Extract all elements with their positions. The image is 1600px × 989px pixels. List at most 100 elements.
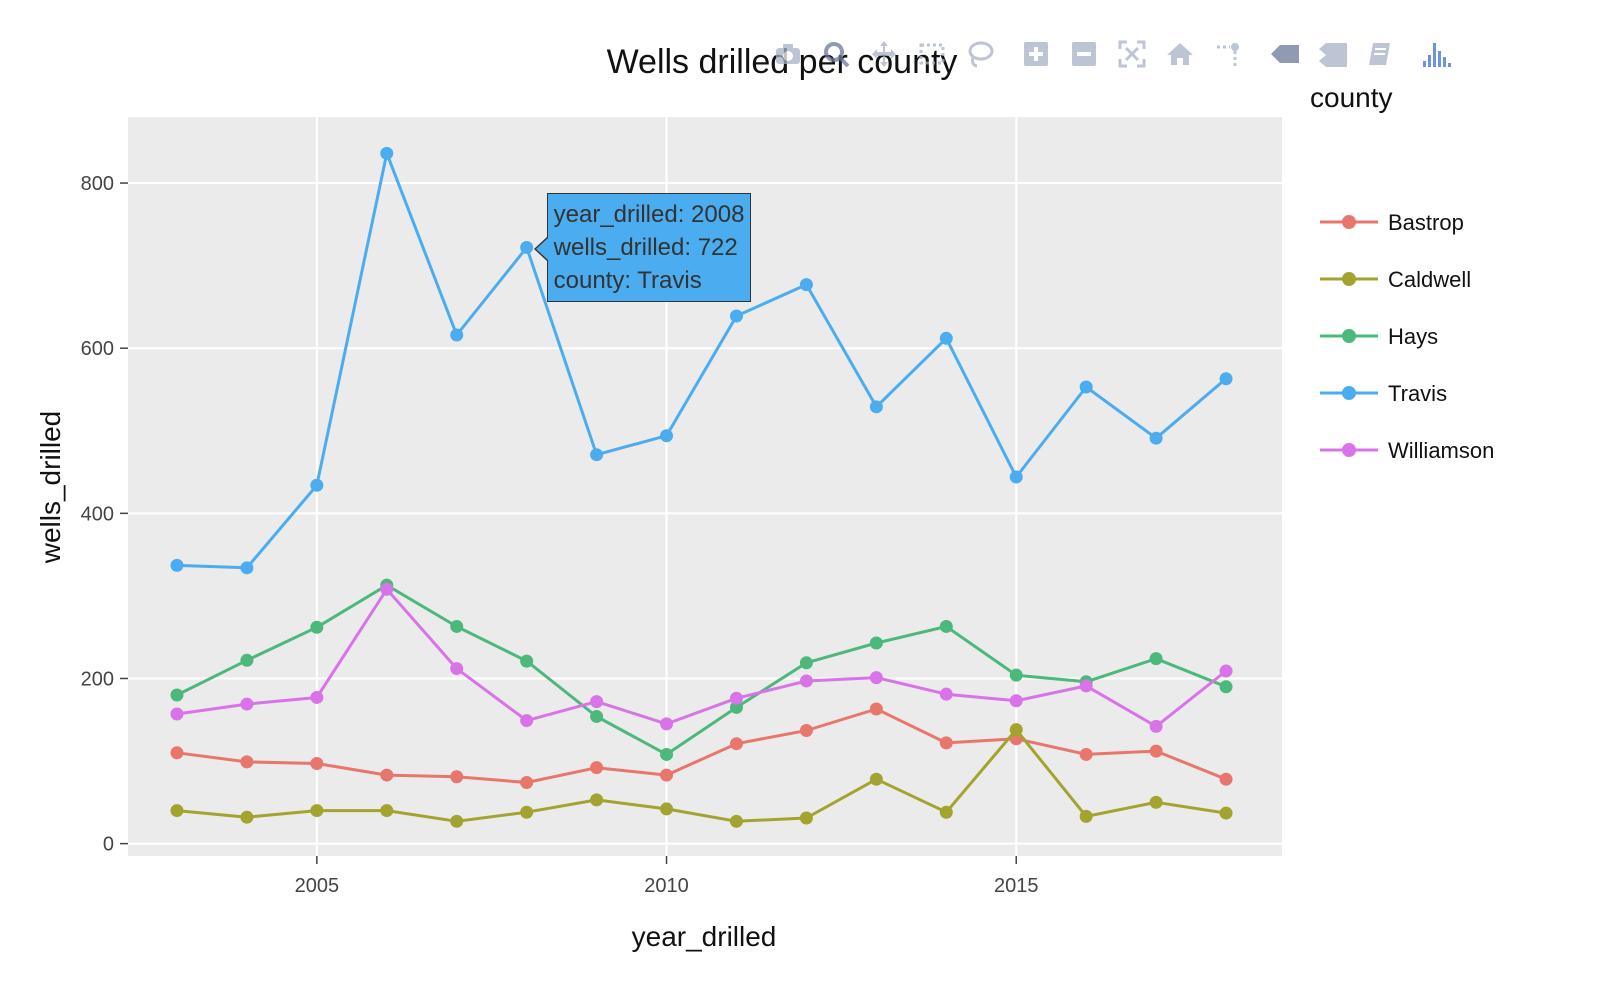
data-point-williamson[interactable] [590, 695, 604, 709]
data-point-caldwell[interactable] [380, 804, 394, 818]
data-point-bastrop[interactable] [450, 770, 464, 784]
hover-closest-icon[interactable] [1266, 36, 1302, 72]
data-point-williamson[interactable] [310, 690, 324, 704]
data-point-williamson[interactable] [450, 662, 464, 676]
data-point-travis[interactable] [590, 448, 604, 462]
data-point-caldwell[interactable] [1079, 809, 1093, 823]
data-point-williamson[interactable] [939, 687, 953, 701]
zoom-in-icon[interactable] [1018, 36, 1054, 72]
data-point-hays[interactable] [170, 688, 184, 702]
spike-lines-icon[interactable] [1210, 36, 1246, 72]
data-point-travis[interactable] [380, 146, 394, 160]
data-point-williamson[interactable] [1219, 664, 1233, 678]
data-point-hays[interactable] [520, 654, 534, 668]
data-point-travis[interactable] [939, 331, 953, 345]
data-point-caldwell[interactable] [590, 793, 604, 807]
data-point-williamson[interactable] [869, 671, 883, 685]
data-point-hays[interactable] [869, 636, 883, 650]
data-point-bastrop[interactable] [660, 768, 674, 782]
data-point-hays[interactable] [939, 619, 953, 633]
data-point-caldwell[interactable] [450, 814, 464, 828]
data-point-bastrop[interactable] [310, 757, 324, 771]
reset-axes-icon[interactable] [1162, 36, 1198, 72]
data-point-caldwell[interactable] [1219, 806, 1233, 820]
data-point-williamson[interactable] [170, 707, 184, 721]
data-point-williamson[interactable] [520, 714, 534, 728]
autoscale-icon[interactable] [1114, 36, 1150, 72]
data-point-hays[interactable] [1219, 680, 1233, 694]
edit-chart-icon[interactable] [1362, 36, 1398, 72]
data-point-caldwell[interactable] [1009, 723, 1023, 737]
data-point-williamson[interactable] [1149, 719, 1163, 733]
data-point-bastrop[interactable] [1219, 772, 1233, 786]
data-point-hays[interactable] [1009, 668, 1023, 682]
data-point-caldwell[interactable] [520, 805, 534, 819]
data-point-hays[interactable] [1149, 652, 1163, 666]
data-point-hays[interactable] [240, 653, 254, 667]
legend-item-hays[interactable]: Hays [1320, 324, 1438, 349]
data-point-bastrop[interactable] [240, 755, 254, 769]
data-point-caldwell[interactable] [799, 811, 813, 825]
data-point-hays[interactable] [450, 619, 464, 633]
data-point-williamson[interactable] [799, 674, 813, 688]
zoom-icon[interactable] [818, 36, 854, 72]
data-point-hays[interactable] [799, 656, 813, 670]
data-point-caldwell[interactable] [660, 802, 674, 816]
x-axis-label: year_drilled [632, 921, 777, 952]
data-point-travis[interactable] [660, 429, 674, 443]
data-point-travis[interactable] [729, 309, 743, 323]
data-point-bastrop[interactable] [380, 768, 394, 782]
series-line-hays [176, 583, 1227, 756]
plotly-logo-icon[interactable] [1418, 36, 1454, 72]
data-point-bastrop[interactable] [869, 702, 883, 716]
legend-item-bastrop[interactable]: Bastrop [1320, 210, 1464, 235]
data-point-travis[interactable] [1009, 470, 1023, 484]
data-point-caldwell[interactable] [729, 814, 743, 828]
data-point-travis[interactable] [1149, 431, 1163, 445]
data-point-bastrop[interactable] [939, 736, 953, 750]
hover-compare-icon[interactable] [1314, 36, 1350, 72]
data-point-hays[interactable] [660, 747, 674, 761]
data-point-bastrop[interactable] [799, 723, 813, 737]
data-point-bastrop[interactable] [520, 776, 534, 790]
data-point-bastrop[interactable] [1149, 744, 1163, 758]
data-point-bastrop[interactable] [590, 761, 604, 775]
data-point-williamson[interactable] [380, 582, 394, 596]
data-point-williamson[interactable] [660, 717, 674, 731]
lasso-select-icon[interactable] [962, 36, 998, 72]
zoom-out-icon[interactable] [1066, 36, 1102, 72]
data-point-travis[interactable] [869, 400, 883, 414]
data-point-williamson[interactable] [729, 691, 743, 705]
legend-item-travis[interactable]: Travis [1320, 381, 1447, 406]
data-point-bastrop[interactable] [170, 746, 184, 760]
data-point-travis[interactable] [310, 478, 324, 492]
data-point-travis[interactable] [1219, 372, 1233, 386]
data-point-travis[interactable] [1079, 380, 1093, 394]
data-point-caldwell[interactable] [869, 772, 883, 786]
legend-item-caldwell[interactable]: Caldwell [1320, 267, 1471, 292]
data-point-travis[interactable] [520, 240, 534, 254]
data-point-bastrop[interactable] [1079, 747, 1093, 761]
data-point-hays[interactable] [590, 709, 604, 723]
data-point-williamson[interactable] [240, 697, 254, 711]
data-point-williamson[interactable] [1079, 679, 1093, 693]
data-point-travis[interactable] [240, 561, 254, 575]
data-point-caldwell[interactable] [939, 805, 953, 819]
data-point-williamson[interactable] [1009, 694, 1023, 708]
data-point-caldwell[interactable] [1149, 795, 1163, 809]
camera-icon[interactable] [770, 36, 806, 72]
data-point-caldwell[interactable] [310, 804, 324, 818]
data-point-hays[interactable] [729, 700, 743, 714]
data-point-hays[interactable] [310, 620, 324, 634]
pan-icon[interactable] [866, 36, 902, 72]
box-select-icon[interactable] [914, 36, 950, 72]
data-point-caldwell[interactable] [240, 810, 254, 824]
legend-item-williamson[interactable]: Williamson [1320, 438, 1494, 463]
y-tick-label: 600 [81, 338, 114, 360]
y-tick-label: 0 [103, 834, 114, 856]
data-point-caldwell[interactable] [170, 804, 184, 818]
data-point-bastrop[interactable] [729, 737, 743, 751]
data-point-travis[interactable] [799, 278, 813, 292]
data-point-travis[interactable] [170, 558, 184, 572]
data-point-travis[interactable] [450, 328, 464, 342]
